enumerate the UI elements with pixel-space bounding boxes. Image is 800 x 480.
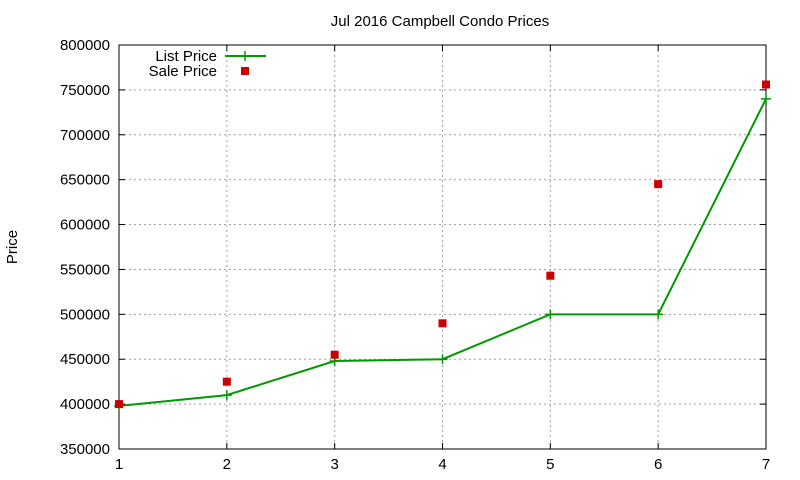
y-axis-title: Price [4, 230, 21, 264]
x-tick-label: 3 [330, 456, 338, 473]
list-price-point [545, 309, 556, 320]
legend-label-list-price: List Price [155, 48, 217, 65]
y-tick-label: 500000 [60, 306, 110, 323]
grid [119, 45, 766, 449]
list-price-point [653, 309, 664, 320]
y-tick-label: 650000 [60, 172, 110, 189]
y-tick-label: 400000 [60, 396, 110, 413]
sale-price-point [654, 180, 663, 189]
legend-marker-list-price [240, 51, 250, 61]
chart-title: Jul 2016 Campbell Condo Prices [331, 13, 549, 30]
sale-price-point [762, 80, 770, 89]
y-tick-label: 450000 [60, 351, 110, 368]
x-tick-label: 6 [654, 456, 662, 473]
y-tick-label: 800000 [60, 37, 110, 54]
list-price-point [761, 93, 771, 104]
sale-price-point [115, 400, 123, 409]
legend: List Price Sale Price [149, 48, 266, 80]
list-price-point [437, 354, 448, 365]
sale-price-point [330, 350, 339, 359]
series-layer [114, 80, 771, 411]
axis-ticks: 1 2 3 4 5 6 7 350000 400000 450000 500000 550000 600… [60, 37, 770, 473]
list-price-point [221, 390, 232, 401]
y-tick-label: 600000 [60, 217, 110, 234]
x-tick-label: 2 [223, 456, 231, 473]
x-tick-label: 1 [115, 456, 123, 473]
legend-label-sale-price: Sale Price [149, 63, 217, 80]
y-tick-label: 550000 [60, 261, 110, 278]
x-tick-label: 5 [546, 456, 554, 473]
y-tick-label: 350000 [60, 441, 110, 458]
sale-price-point [222, 377, 231, 386]
legend-swatch-sale-price [241, 67, 249, 75]
y-tick-label: 700000 [60, 127, 110, 144]
sale-price-point [546, 271, 555, 280]
x-tick-label: 7 [762, 456, 770, 473]
y-tick-label: 750000 [60, 82, 110, 99]
x-tick-label: 4 [438, 456, 446, 473]
sale-price-point [438, 319, 447, 328]
